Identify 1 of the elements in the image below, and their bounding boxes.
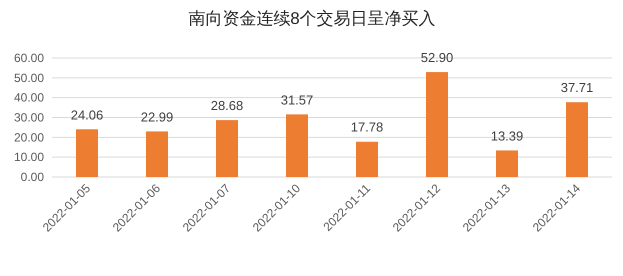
title: 南向资金连续8个交易日呈净买入 xyxy=(188,9,436,28)
